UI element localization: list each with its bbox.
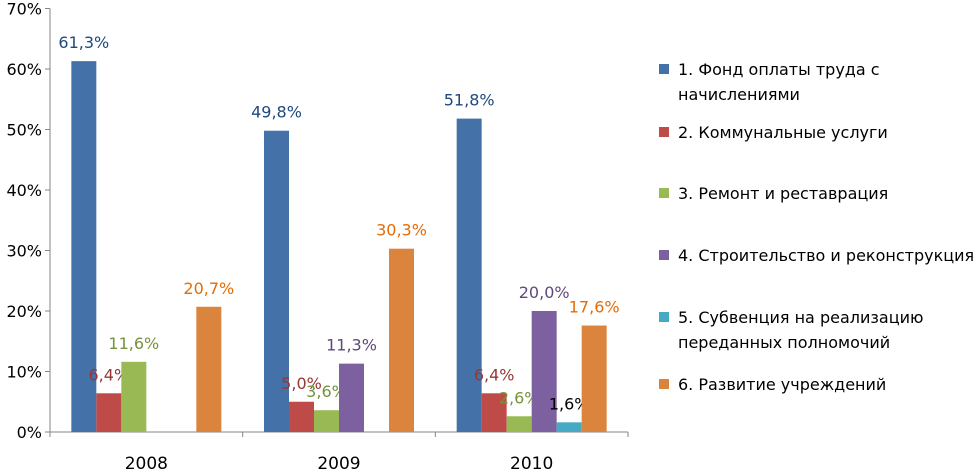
data-label: 11,6% (108, 334, 159, 353)
data-label: 6,4% (474, 365, 515, 384)
bar (556, 422, 582, 432)
data-label: 2,6% (499, 388, 540, 407)
x-tick-label: 2009 (317, 454, 360, 472)
bar (481, 393, 507, 432)
x-tick-label: 2010 (510, 454, 553, 472)
data-label: 1,6% (549, 394, 590, 413)
data-label: 49,8% (251, 103, 302, 122)
bar (339, 363, 364, 432)
legend-swatch (659, 250, 669, 260)
legend-label: 5. Субвенция на реализацию (678, 308, 923, 327)
bar (264, 130, 289, 432)
data-label: 61,3% (58, 33, 109, 52)
bar (71, 61, 97, 432)
data-label: 51,8% (444, 91, 495, 110)
legend-label: 6. Развитие учреждений (678, 375, 886, 394)
data-label: 20,7% (183, 279, 234, 298)
legend-label: 3. Ремонт и реставрация (678, 184, 888, 203)
y-tick-label: 70% (6, 0, 42, 19)
x-tick-label: 2008 (125, 454, 168, 472)
legend-swatch (659, 127, 669, 137)
bar (314, 410, 339, 432)
data-label: 6,4% (89, 365, 130, 384)
y-tick-label: 60% (6, 60, 42, 79)
bar (389, 248, 414, 432)
legend-label: начислениями (678, 85, 800, 104)
y-tick-label: 50% (6, 121, 42, 140)
bar (456, 118, 482, 433)
y-tick-label: 40% (6, 181, 42, 200)
data-label: 17,6% (569, 298, 620, 317)
y-tick-label: 10% (6, 363, 42, 382)
legend-label: переданных полномочий (678, 333, 890, 352)
bar (289, 401, 314, 432)
y-tick-label: 30% (6, 242, 42, 261)
bar (96, 393, 122, 432)
data-label: 11,3% (326, 336, 377, 355)
data-label: 5,0% (281, 374, 322, 393)
bar (531, 311, 557, 432)
bar (196, 306, 222, 432)
legend-label: 4. Строительство и реконструкция (678, 246, 974, 265)
bar (581, 325, 607, 432)
legend-label: 2. Коммунальные услуги (678, 123, 888, 142)
y-tick-label: 0% (17, 423, 42, 442)
bar (506, 416, 532, 432)
data-label: 3,6% (306, 382, 347, 401)
legend-swatch (659, 312, 669, 322)
bar (121, 361, 147, 432)
legend-label: 1. Фонд оплаты труда с (678, 60, 880, 79)
data-label: 20,0% (519, 283, 570, 302)
legend-swatch (659, 188, 669, 198)
y-tick-label: 20% (6, 302, 42, 321)
data-label: 30,3% (376, 221, 427, 240)
legend-swatch (659, 64, 669, 74)
legend-swatch (659, 379, 669, 389)
